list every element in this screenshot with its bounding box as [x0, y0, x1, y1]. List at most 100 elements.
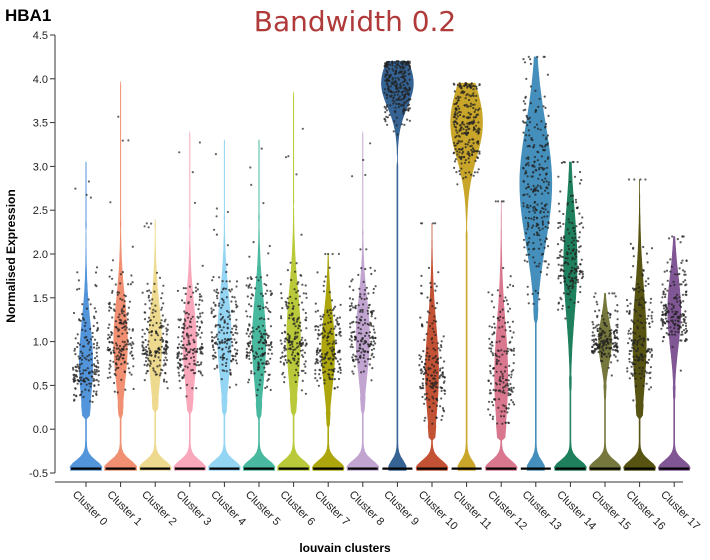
- data-point: [685, 259, 688, 262]
- data-point: [198, 298, 201, 301]
- data-point: [226, 322, 229, 325]
- data-point: [249, 349, 252, 352]
- data-point: [132, 387, 135, 391]
- data-point: [628, 360, 631, 363]
- data-point: [512, 349, 515, 352]
- data-point: [215, 291, 218, 294]
- data-point: [148, 331, 151, 334]
- data-point: [305, 292, 308, 295]
- data-point: [327, 314, 330, 317]
- data-point: [386, 96, 389, 99]
- data-point: [318, 373, 321, 376]
- data-point: [78, 363, 82, 366]
- data-point: [403, 66, 406, 69]
- data-point: [363, 340, 366, 343]
- data-point: [466, 86, 469, 89]
- data-point: [73, 373, 76, 376]
- data-point: [667, 311, 670, 314]
- data-point: [368, 363, 371, 366]
- data-point: [565, 283, 568, 286]
- data-point: [185, 395, 188, 398]
- data-point: [110, 307, 113, 310]
- data-point: [94, 370, 97, 374]
- data-point: [92, 346, 96, 349]
- data-point: [198, 293, 201, 296]
- data-point: [281, 355, 284, 358]
- data-point: [319, 333, 322, 336]
- data-point: [235, 325, 238, 328]
- data-point: [679, 305, 683, 309]
- data-point: [458, 170, 461, 173]
- data-point: [188, 325, 191, 328]
- data-point: [512, 386, 515, 389]
- data-point: [225, 346, 228, 349]
- data-point: [535, 169, 538, 172]
- data-point: [369, 336, 372, 339]
- data-point: [632, 265, 635, 268]
- data-point: [123, 300, 126, 303]
- data-point: [77, 279, 80, 282]
- data-point: [317, 329, 320, 332]
- data-point: [636, 356, 639, 359]
- y-tick-label: 3.0: [33, 161, 48, 173]
- data-point: [502, 266, 505, 270]
- data-point: [455, 97, 458, 100]
- y-tick-label: 1.5: [33, 293, 48, 305]
- data-point: [196, 347, 199, 351]
- data-point: [331, 309, 334, 312]
- data-point: [108, 275, 111, 278]
- data-point: [512, 331, 515, 334]
- data-point: [501, 335, 504, 338]
- data-point: [543, 145, 547, 148]
- data-point: [633, 332, 637, 335]
- data-point: [301, 283, 304, 286]
- data-point: [425, 332, 428, 336]
- data-point: [295, 320, 298, 323]
- data-point: [461, 148, 464, 151]
- data-point: [86, 367, 89, 370]
- data-point: [674, 312, 677, 315]
- data-point: [117, 347, 120, 350]
- data-point: [149, 360, 152, 363]
- data-point: [471, 153, 474, 156]
- data-point: [266, 274, 269, 277]
- data-point: [476, 150, 479, 153]
- data-point: [405, 81, 409, 84]
- data-point: [526, 243, 529, 246]
- data-point: [463, 161, 467, 164]
- data-point: [488, 400, 491, 403]
- data-point: [636, 319, 639, 322]
- data-point: [575, 225, 578, 228]
- data-point: [387, 88, 390, 91]
- data-point: [354, 307, 357, 310]
- data-point: [305, 316, 308, 319]
- data-point: [408, 119, 411, 122]
- data-point: [647, 348, 650, 351]
- data-point: [452, 151, 456, 154]
- data-point: [96, 327, 99, 330]
- data-point: [679, 369, 682, 372]
- data-point: [213, 336, 216, 339]
- data-point: [235, 303, 238, 306]
- data-point: [524, 121, 527, 124]
- data-point: [108, 341, 111, 344]
- data-point: [332, 354, 335, 357]
- data-point: [165, 327, 168, 330]
- data-point: [233, 296, 236, 299]
- data-point: [527, 183, 530, 186]
- data-point: [504, 366, 507, 369]
- data-point: [434, 361, 438, 364]
- data-point: [301, 127, 304, 130]
- data-point: [423, 338, 426, 341]
- data-point: [508, 388, 511, 391]
- data-point: [199, 350, 202, 353]
- data-point: [298, 342, 301, 345]
- data-point: [525, 206, 529, 209]
- data-point: [646, 361, 650, 365]
- data-point: [559, 250, 562, 253]
- x-tick-label: Cluster 6: [277, 489, 317, 529]
- data-point: [291, 312, 294, 315]
- data-point: [527, 217, 530, 220]
- data-point: [467, 141, 470, 144]
- data-point: [605, 324, 608, 328]
